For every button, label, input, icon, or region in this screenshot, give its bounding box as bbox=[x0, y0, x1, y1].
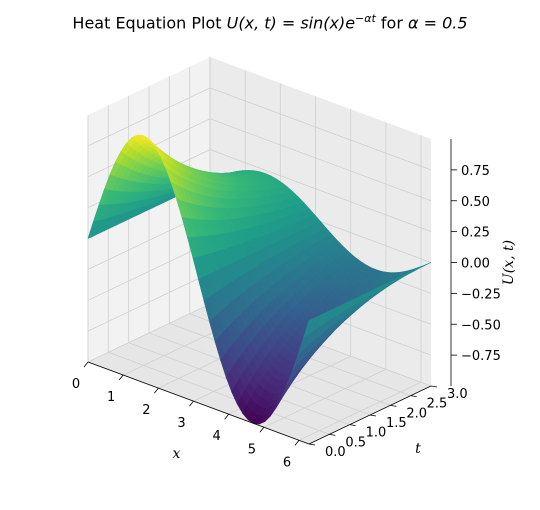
t-tick-mark bbox=[349, 424, 356, 427]
z-tick-label: 0.25 bbox=[461, 226, 490, 241]
x-tick-mark bbox=[154, 387, 159, 394]
z-tick-label: −0.75 bbox=[461, 349, 501, 364]
t-tick-mark bbox=[369, 414, 377, 417]
x-tick-mark bbox=[118, 374, 124, 381]
z-tick-label: 0.75 bbox=[461, 164, 490, 179]
t-tick-label: 3.0 bbox=[447, 387, 468, 402]
x-tick-label: 0 bbox=[72, 377, 80, 392]
x-axis-line bbox=[87, 361, 310, 445]
z-grid-line bbox=[87, 87, 432, 171]
title-function: U(x, t) = sin(x)e bbox=[226, 13, 356, 33]
x-tick-label: 1 bbox=[107, 390, 115, 405]
z-tick-label: −0.25 bbox=[461, 287, 501, 302]
t-tick-label: 2.0 bbox=[406, 406, 427, 421]
t-grid-line bbox=[189, 66, 411, 397]
z-tick-label: 0.00 bbox=[461, 257, 490, 272]
title-prefix: Heat Equation Plot bbox=[72, 13, 227, 33]
t-tick-label: 1.0 bbox=[366, 426, 387, 441]
x-tick-label: 4 bbox=[213, 429, 221, 444]
x-tick-label: 2 bbox=[142, 403, 150, 418]
x-tick-label: 3 bbox=[177, 416, 185, 431]
x-tick-mark bbox=[259, 427, 265, 433]
title-alpha: α = 0.5 bbox=[408, 13, 468, 33]
t-axis-label: t bbox=[415, 441, 421, 457]
surface-facet bbox=[302, 318, 314, 339]
title-exponent: −αt bbox=[355, 12, 376, 25]
x-tick-mark bbox=[224, 413, 230, 420]
z-tick-label: −0.50 bbox=[461, 318, 501, 333]
x-tick-label: 5 bbox=[248, 442, 256, 457]
z-axis-label: U(x, t) bbox=[501, 240, 517, 285]
t-tick-label: 2.5 bbox=[427, 397, 448, 412]
surface-mesh bbox=[87, 134, 432, 425]
t-tick-mark bbox=[410, 395, 417, 398]
t-tick-mark bbox=[329, 433, 336, 436]
x-tick-label: 6 bbox=[283, 455, 291, 470]
t-tick-label: 0.0 bbox=[325, 445, 346, 460]
t-tick-label: 0.5 bbox=[345, 435, 366, 450]
axis-ticks: 0 1 2 3 4 5 6 0.00.51.01.52.02.53.0 −0.75 −0.50 −0… bbox=[72, 164, 501, 470]
title-mid: for bbox=[375, 13, 408, 33]
t-tick-mark bbox=[390, 404, 397, 407]
x-axis-label: x bbox=[173, 446, 181, 462]
x-tick-mark bbox=[189, 400, 194, 407]
t-tick-mark bbox=[308, 443, 316, 446]
chart-title: Heat Equation Plot U(x, t) = sin(x)e−αt … bbox=[0, 12, 540, 32]
t-tick-mark bbox=[430, 385, 438, 388]
x-tick-mark bbox=[294, 440, 300, 446]
x-tick-mark bbox=[83, 361, 89, 368]
t-tick-label: 1.5 bbox=[386, 416, 407, 431]
z-tick-label: 0.50 bbox=[461, 195, 490, 210]
